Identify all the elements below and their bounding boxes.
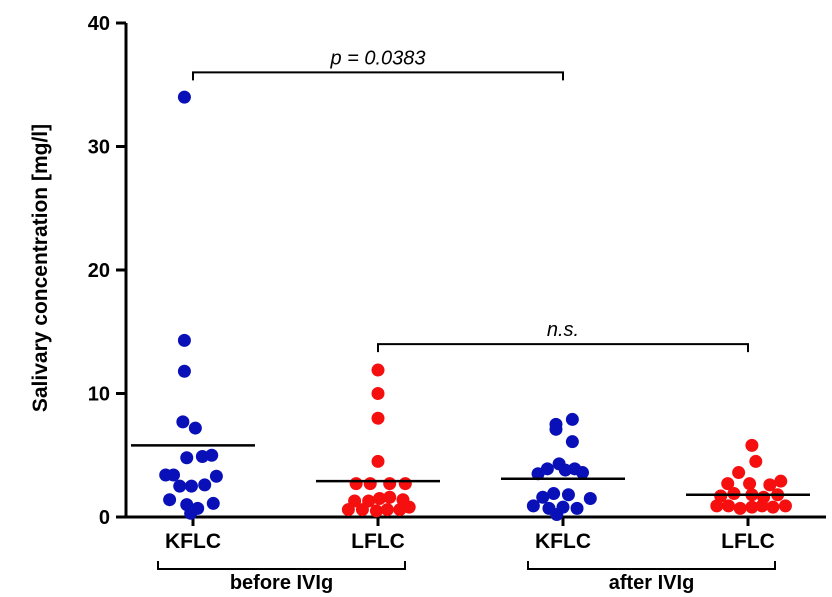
data-point <box>710 499 724 513</box>
data-point <box>561 488 575 502</box>
data-point <box>349 477 363 491</box>
data-point <box>526 499 540 513</box>
x-category-label: KFLC <box>535 530 591 553</box>
data-point <box>184 479 198 493</box>
group-label: after IVIg <box>609 572 695 594</box>
data-point <box>743 477 757 491</box>
series-kflc-before <box>131 90 255 520</box>
data-point <box>558 463 572 477</box>
data-point <box>570 501 584 515</box>
y-tick-label: 40 <box>88 13 110 35</box>
data-point <box>363 477 377 491</box>
data-point <box>766 500 780 514</box>
data-point <box>565 435 579 449</box>
data-point <box>749 454 763 468</box>
data-point <box>177 364 191 378</box>
data-point <box>369 504 383 518</box>
data-point <box>341 503 355 517</box>
significance-bracket <box>192 71 564 81</box>
data-point <box>547 487 561 501</box>
series-lflc-after <box>686 438 810 515</box>
data-point <box>763 478 777 492</box>
data-point <box>755 499 769 513</box>
significance-label: p = 0.0383 <box>329 47 425 69</box>
data-point <box>371 387 385 400</box>
data-point <box>576 466 589 480</box>
data-point <box>402 500 416 514</box>
data-point <box>355 503 369 517</box>
data-point <box>180 451 194 465</box>
data-point <box>733 501 747 515</box>
data-point <box>205 448 219 462</box>
data-point <box>383 490 397 504</box>
x-category-label: LFLC <box>721 530 775 553</box>
data-point <box>177 333 191 347</box>
x-category-label: LFLC <box>351 530 405 553</box>
data-marks <box>131 90 810 522</box>
group-bracket <box>157 561 406 570</box>
data-point <box>184 506 198 520</box>
data-point <box>176 415 190 429</box>
data-point <box>163 493 177 507</box>
data-point <box>188 421 202 435</box>
y-tick-label: 20 <box>88 260 110 282</box>
data-point <box>373 491 387 505</box>
data-point <box>540 462 554 476</box>
data-point <box>536 490 550 504</box>
series-lflc-before <box>316 363 440 518</box>
group-label: before IVIg <box>230 572 333 594</box>
data-point <box>549 422 563 436</box>
data-point <box>380 503 394 517</box>
significance-label: n.s. <box>547 319 579 341</box>
data-point <box>206 496 220 510</box>
axes: 0 10 20 30 40 KFLC LFLC KFLC LFLC before IVIg afte… <box>88 13 826 594</box>
data-point <box>398 477 412 491</box>
data-point <box>167 468 180 482</box>
data-point <box>732 466 746 480</box>
y-tick-label: 0 <box>99 507 110 529</box>
significance-bracket <box>377 343 749 353</box>
x-category-label: KFLC <box>165 530 221 553</box>
data-point <box>550 508 564 522</box>
data-point <box>177 90 191 104</box>
y-axis-title: Salivary concentration [mg/l] <box>29 124 52 412</box>
data-point <box>774 474 788 488</box>
data-point <box>371 411 385 425</box>
data-point <box>371 454 385 468</box>
data-point <box>583 491 597 505</box>
data-point <box>209 469 223 483</box>
data-point <box>778 499 792 513</box>
data-point <box>383 477 397 491</box>
y-tick-label: 30 <box>88 137 110 159</box>
data-point <box>745 500 759 514</box>
group-bracket <box>527 561 776 570</box>
y-tick-label: 10 <box>88 384 110 406</box>
series-kflc-after <box>501 412 625 522</box>
data-point <box>565 412 579 426</box>
data-point <box>198 478 212 492</box>
data-point <box>745 438 759 452</box>
data-point <box>721 477 735 491</box>
data-point <box>722 499 735 513</box>
data-point <box>371 363 385 377</box>
data-point <box>173 479 187 493</box>
significance-annotations: p = 0.0383 n.s. <box>192 47 749 353</box>
